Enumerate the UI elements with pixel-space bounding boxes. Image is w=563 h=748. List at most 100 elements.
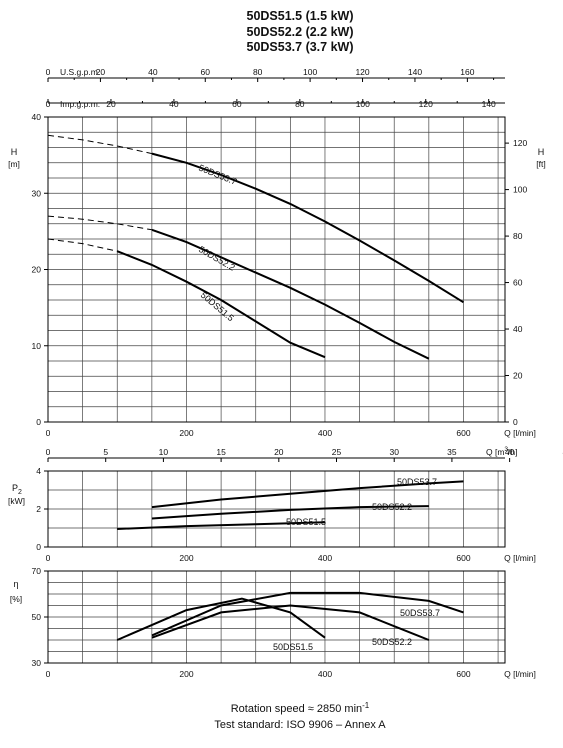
series-label-50DS53.7: 50DS53.7 bbox=[397, 477, 437, 487]
series-label-50DS53.7: 50DS53.7 bbox=[400, 608, 440, 618]
series-50DS53.7-line bbox=[151, 480, 464, 509]
x-axis-label: Q [l/min] bbox=[504, 553, 536, 563]
series-50DS52.2-dashed-line bbox=[47, 215, 152, 231]
series-50DS51.5-dashed-line bbox=[47, 238, 118, 252]
y-axis-label: η bbox=[13, 579, 18, 589]
y-tick-label: 70 bbox=[32, 566, 42, 576]
m3h-tick-label: 0 bbox=[46, 447, 51, 457]
imp-gpm-tick-label: 0 bbox=[46, 99, 51, 109]
title-line-3: 50DS53.7 (3.7 kW) bbox=[247, 40, 354, 54]
series-label-50DS52.2: 50DS52.2 bbox=[372, 502, 412, 512]
test-standard-note: Test standard: ISO 9906 – Annex A bbox=[214, 719, 386, 731]
m3h-tick-label: 15 bbox=[216, 447, 226, 457]
x-tick-label: 200 bbox=[179, 428, 193, 438]
us-gpm-label: U.S.g.p.m. bbox=[60, 67, 100, 77]
us-gpm-tick-label: 120 bbox=[355, 67, 369, 77]
power-chart: 0 2 4 0 200 400 600 Q [l/min] P2[kW] bbox=[8, 466, 536, 563]
ft-tick-label: 40 bbox=[513, 324, 523, 334]
imp-gpm-tick-label: 100 bbox=[356, 99, 370, 109]
us-gpm-tick-label: 100 bbox=[303, 67, 317, 77]
y-tick-label: 50 bbox=[32, 612, 42, 622]
y-axis-unit: [kW] bbox=[8, 496, 25, 506]
y-tick-label: 2 bbox=[36, 504, 41, 514]
x-tick-label: 200 bbox=[179, 553, 193, 563]
imp-gpm-tick-label: 140 bbox=[482, 99, 496, 109]
imp-gpm-tick-label: 40 bbox=[169, 99, 179, 109]
us-gpm-tick-label: 160 bbox=[460, 67, 474, 77]
series-50DS51.5-line bbox=[116, 597, 326, 641]
us-gpm-tick-label: 80 bbox=[253, 67, 263, 77]
ft-tick-label: 20 bbox=[513, 371, 523, 381]
right-y-axis-unit: [ft] bbox=[536, 159, 545, 169]
x-axis-label: Q [l/min] bbox=[504, 428, 536, 438]
ft-tick-label: 120 bbox=[513, 138, 527, 148]
series-50DS52.2-line bbox=[151, 604, 430, 641]
series-50DS53.7-line bbox=[151, 591, 464, 637]
m3h-tick-label: 40 bbox=[505, 447, 515, 457]
y-axis-label: P2 bbox=[12, 483, 22, 496]
y-axis-label: H bbox=[11, 147, 18, 157]
series-label-50DS53.7: 50DS53.7 bbox=[197, 163, 238, 187]
x-tick-label: 400 bbox=[318, 428, 332, 438]
y-tick-label: 10 bbox=[32, 341, 42, 351]
m3h-tick-label: 5 bbox=[103, 447, 108, 457]
title-line-1: 50DS51.5 (1.5 kW) bbox=[247, 9, 354, 23]
x-tick-label: 400 bbox=[318, 669, 332, 679]
us-gpm-tick-label: 60 bbox=[201, 67, 211, 77]
imp-gpm-tick-label: 120 bbox=[419, 99, 433, 109]
right-y-axis-label: H bbox=[538, 147, 545, 157]
imp-gpm-tick-label: 20 bbox=[106, 99, 116, 109]
series-50DS52.2-line bbox=[151, 505, 429, 520]
x-tick-label: 600 bbox=[456, 428, 470, 438]
series-label-50DS51.5: 50DS51.5 bbox=[273, 642, 313, 652]
x-tick-label: 200 bbox=[179, 669, 193, 679]
m3h-tick-label: 20 bbox=[274, 447, 284, 457]
y-tick-label: 4 bbox=[36, 466, 41, 476]
x-tick-label: 0 bbox=[46, 553, 51, 563]
imp-gpm-label: Imp.g.p.m. bbox=[60, 99, 100, 109]
imp-gpm-tick-label: 60 bbox=[232, 99, 242, 109]
y-axis-unit: [m] bbox=[8, 159, 20, 169]
ft-tick-label: 0 bbox=[513, 417, 518, 427]
ft-tick-label: 80 bbox=[513, 231, 523, 241]
y-tick-label: 20 bbox=[32, 265, 42, 275]
us-gpm-tick-label: 40 bbox=[148, 67, 158, 77]
series-label-50DS52.2: 50DS52.2 bbox=[372, 637, 412, 647]
y-tick-label: 30 bbox=[32, 658, 42, 668]
ft-tick-label: 100 bbox=[513, 185, 527, 195]
x-tick-label: 600 bbox=[456, 669, 470, 679]
head-grid bbox=[47, 116, 505, 423]
title-line-2: 50DS52.2 (2.2 kW) bbox=[247, 25, 354, 39]
m3h-tick-label: 10 bbox=[159, 447, 169, 457]
m3h-tick-label: 30 bbox=[389, 447, 399, 457]
rotation-speed-note: Rotation speed ≈ 2850 min-1 bbox=[231, 701, 370, 715]
x-tick-label: 0 bbox=[46, 428, 51, 438]
y-tick-label: 0 bbox=[36, 417, 41, 427]
series-50DS51.5-line bbox=[117, 521, 326, 530]
series-label-50DS52.2: 50DS52.2 bbox=[197, 244, 237, 273]
m3h-tick-label: 35 bbox=[447, 447, 457, 457]
series-50DS53.7-dashed-line bbox=[47, 134, 153, 155]
us-gpm-tick-label: 0 bbox=[46, 67, 51, 77]
ft-tick-label: 60 bbox=[513, 278, 523, 288]
us-gpm-tick-label: 20 bbox=[96, 67, 106, 77]
x-axis-label: Q [l/min] bbox=[504, 669, 536, 679]
x-tick-label: 0 bbox=[46, 669, 51, 679]
series-50DS51.5-line bbox=[116, 250, 326, 359]
x-tick-label: 600 bbox=[456, 553, 470, 563]
y-tick-label: 0 bbox=[36, 542, 41, 552]
series-50DS52.2-line bbox=[151, 228, 430, 360]
efficiency-chart: 30 50 70 0 200 400 600 Q [l/min] η [%] bbox=[10, 566, 536, 679]
series-label-50DS51.5: 50DS51.5 bbox=[286, 517, 326, 527]
imp-gpm-tick-label: 80 bbox=[295, 99, 305, 109]
series-50DS53.7-line bbox=[151, 152, 465, 304]
us-gpm-tick-label: 140 bbox=[408, 67, 422, 77]
m3h-axis-label: Q [m3/h] bbox=[486, 446, 518, 457]
x-tick-label: 400 bbox=[318, 553, 332, 563]
y-tick-label: 40 bbox=[32, 112, 42, 122]
y-tick-label: 30 bbox=[32, 188, 42, 198]
y-axis-unit: [%] bbox=[10, 594, 22, 604]
m3h-tick-label: 25 bbox=[332, 447, 342, 457]
